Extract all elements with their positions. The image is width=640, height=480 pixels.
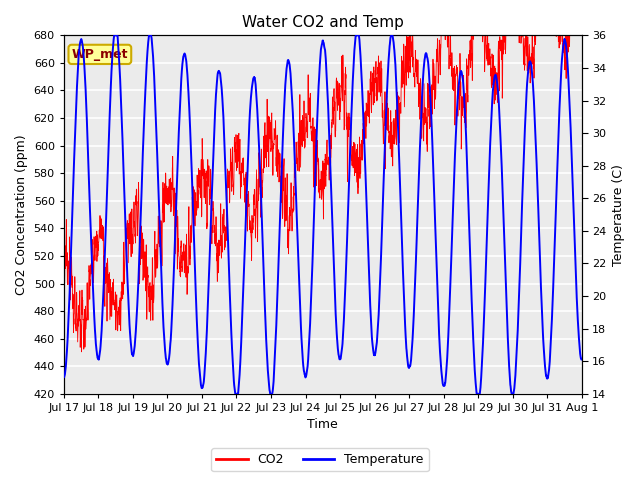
- Legend: CO2, Temperature: CO2, Temperature: [211, 448, 429, 471]
- X-axis label: Time: Time: [307, 419, 338, 432]
- Y-axis label: CO2 Concentration (ppm): CO2 Concentration (ppm): [15, 134, 28, 295]
- Title: Water CO2 and Temp: Water CO2 and Temp: [242, 15, 404, 30]
- Y-axis label: Temperature (C): Temperature (C): [612, 164, 625, 265]
- Text: WP_met: WP_met: [72, 48, 128, 61]
